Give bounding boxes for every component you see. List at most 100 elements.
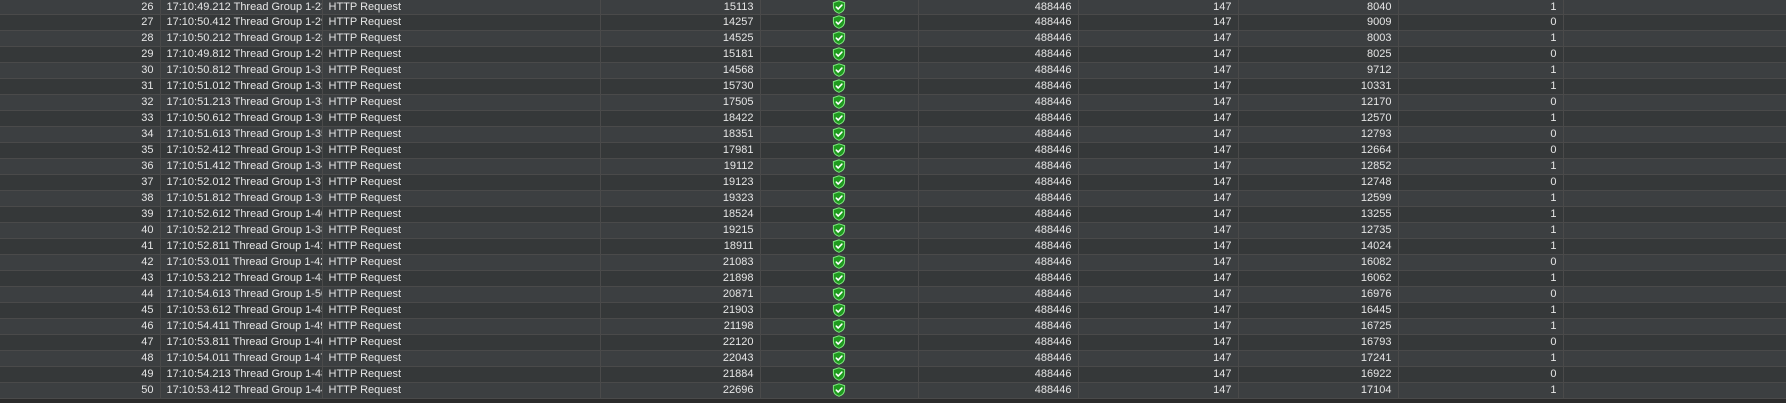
- table-row[interactable]: 31 17:10:51.012 Thread Group 1-32 HTTP R…: [0, 78, 1786, 95]
- latency-cell: 12599: [1238, 190, 1399, 207]
- thread-name: Thread Group 1-50: [233, 288, 322, 300]
- table-row[interactable]: 45 17:10:53.612 Thread Group 1-45 HTTP R…: [0, 302, 1786, 319]
- sent-bytes-cell: 147: [1078, 62, 1239, 79]
- empty-cell: [1563, 158, 1786, 175]
- sample-time-cell: 15181: [600, 46, 761, 63]
- sent-bytes-cell: 147: [1078, 158, 1239, 175]
- table-row[interactable]: 29 17:10:49.812 Thread Group 1-26 HTTP R…: [0, 46, 1786, 63]
- table-row[interactable]: 27 17:10:50.412 Thread Group 1-29 HTTP R…: [0, 14, 1786, 31]
- start-time: 17:10:52.012: [166, 176, 231, 188]
- label-cell: HTTP Request: [322, 110, 601, 127]
- empty-cell: [1563, 14, 1786, 31]
- table-row[interactable]: 34 17:10:51.613 Thread Group 1-35 HTTP R…: [0, 126, 1786, 143]
- latency-cell: 16062: [1238, 270, 1399, 287]
- table-row[interactable]: 48 17:10:54.011 Thread Group 1-47 HTTP R…: [0, 350, 1786, 367]
- table-row[interactable]: 43 17:10:53.212 Thread Group 1-43 HTTP R…: [0, 270, 1786, 287]
- shield-check-icon: [832, 223, 846, 237]
- bytes-cell: 488446: [918, 46, 1079, 63]
- bytes-cell: 488446: [918, 0, 1079, 15]
- bytes-cell: 488446: [918, 78, 1079, 95]
- table-row[interactable]: 39 17:10:52.612 Thread Group 1-40 HTTP R…: [0, 206, 1786, 223]
- start-time-thread-cell: 17:10:54.011 Thread Group 1-47: [160, 350, 323, 367]
- sent-bytes-cell: 147: [1078, 14, 1239, 31]
- table-row[interactable]: 30 17:10:50.812 Thread Group 1-31 HTTP R…: [0, 62, 1786, 79]
- table-row[interactable]: 37 17:10:52.012 Thread Group 1-37 HTTP R…: [0, 174, 1786, 191]
- bytes-cell: 488446: [918, 206, 1079, 223]
- label-cell: HTTP Request: [322, 238, 601, 255]
- table-row[interactable]: 46 17:10:54.411 Thread Group 1-49 HTTP R…: [0, 318, 1786, 335]
- connect-time-cell: 0: [1398, 94, 1564, 111]
- label-cell: HTTP Request: [322, 366, 601, 383]
- table-row[interactable]: 35 17:10:52.412 Thread Group 1-39 HTTP R…: [0, 142, 1786, 159]
- status-cell: [760, 366, 919, 383]
- start-time-thread-cell: 17:10:49.812 Thread Group 1-26: [160, 46, 323, 63]
- table-row[interactable]: 36 17:10:51.412 Thread Group 1-34 HTTP R…: [0, 158, 1786, 175]
- connect-time-cell: 1: [1398, 270, 1564, 287]
- connect-time-cell: 1: [1398, 318, 1564, 335]
- status-cell: [760, 350, 919, 367]
- table-row[interactable]: 44 17:10:54.613 Thread Group 1-50 HTTP R…: [0, 286, 1786, 303]
- sample-time-cell: 14568: [600, 62, 761, 79]
- start-time-thread-cell: 17:10:54.613 Thread Group 1-50: [160, 286, 323, 303]
- start-time: 17:10:52.412: [166, 144, 231, 156]
- thread-name: Thread Group 1-45: [233, 304, 322, 316]
- table-row[interactable]: 28 17:10:50.212 Thread Group 1-28 HTTP R…: [0, 30, 1786, 47]
- latency-cell: 8040: [1238, 0, 1399, 15]
- thread-name: Thread Group 1-30: [233, 112, 322, 124]
- empty-cell: [1563, 350, 1786, 367]
- latency-cell: 8025: [1238, 46, 1399, 63]
- bytes-cell: 488446: [918, 254, 1079, 271]
- start-time: 17:10:53.412: [166, 384, 231, 396]
- latency-cell: 12748: [1238, 174, 1399, 191]
- table-row[interactable]: 32 17:10:51.213 Thread Group 1-33 HTTP R…: [0, 94, 1786, 111]
- shield-check-icon: [832, 383, 846, 397]
- sent-bytes-cell: 147: [1078, 350, 1239, 367]
- sample-number-cell: 50: [0, 382, 161, 399]
- status-cell: [760, 30, 919, 47]
- latency-cell: 12664: [1238, 142, 1399, 159]
- connect-time-cell: 1: [1398, 206, 1564, 223]
- latency-cell: 9009: [1238, 14, 1399, 31]
- sent-bytes-cell: 147: [1078, 78, 1239, 95]
- table-row[interactable]: 41 17:10:52.811 Thread Group 1-41 HTTP R…: [0, 238, 1786, 255]
- start-time-thread-cell: 17:10:53.612 Thread Group 1-45: [160, 302, 323, 319]
- sample-number-cell: 44: [0, 286, 161, 303]
- connect-time-cell: 1: [1398, 222, 1564, 239]
- latency-cell: 12735: [1238, 222, 1399, 239]
- sample-number-cell: 49: [0, 366, 161, 383]
- table-row[interactable]: 49 17:10:54.213 Thread Group 1-48 HTTP R…: [0, 366, 1786, 383]
- table-row[interactable]: 26 17:10:49.212 Thread Group 1-23 HTTP R…: [0, 0, 1786, 15]
- table-row[interactable]: 38 17:10:51.812 Thread Group 1-36 HTTP R…: [0, 190, 1786, 207]
- latency-cell: 16922: [1238, 366, 1399, 383]
- connect-time-cell: 0: [1398, 14, 1564, 31]
- status-cell: [760, 382, 919, 399]
- start-time: 17:10:50.212: [166, 32, 231, 44]
- table-row[interactable]: 47 17:10:53.811 Thread Group 1-46 HTTP R…: [0, 334, 1786, 351]
- thread-name: Thread Group 1-37: [233, 176, 322, 188]
- empty-cell: [1563, 222, 1786, 239]
- sample-time-cell: 17981: [600, 142, 761, 159]
- start-time: 17:10:53.612: [166, 304, 231, 316]
- connect-time-cell: 1: [1398, 78, 1564, 95]
- status-cell: [760, 190, 919, 207]
- bytes-cell: 488446: [918, 62, 1079, 79]
- status-cell: [760, 110, 919, 127]
- sent-bytes-cell: 147: [1078, 222, 1239, 239]
- table-row[interactable]: 50 17:10:53.412 Thread Group 1-44 HTTP R…: [0, 382, 1786, 399]
- start-time: 17:10:53.212: [166, 272, 231, 284]
- shield-check-icon: [832, 63, 846, 77]
- bytes-cell: 488446: [918, 270, 1079, 287]
- status-cell: [760, 286, 919, 303]
- table-row[interactable]: 42 17:10:53.011 Thread Group 1-42 HTTP R…: [0, 254, 1786, 271]
- shield-check-icon: [832, 271, 846, 285]
- table-row[interactable]: 40 17:10:52.212 Thread Group 1-38 HTTP R…: [0, 222, 1786, 239]
- sample-time-cell: 22696: [600, 382, 761, 399]
- connect-time-cell: 0: [1398, 174, 1564, 191]
- latency-cell: 12793: [1238, 126, 1399, 143]
- empty-cell: [1563, 286, 1786, 303]
- latency-cell: 9712: [1238, 62, 1399, 79]
- sent-bytes-cell: 147: [1078, 238, 1239, 255]
- table-row[interactable]: 33 17:10:50.612 Thread Group 1-30 HTTP R…: [0, 110, 1786, 127]
- start-time-thread-cell: 17:10:53.212 Thread Group 1-43: [160, 270, 323, 287]
